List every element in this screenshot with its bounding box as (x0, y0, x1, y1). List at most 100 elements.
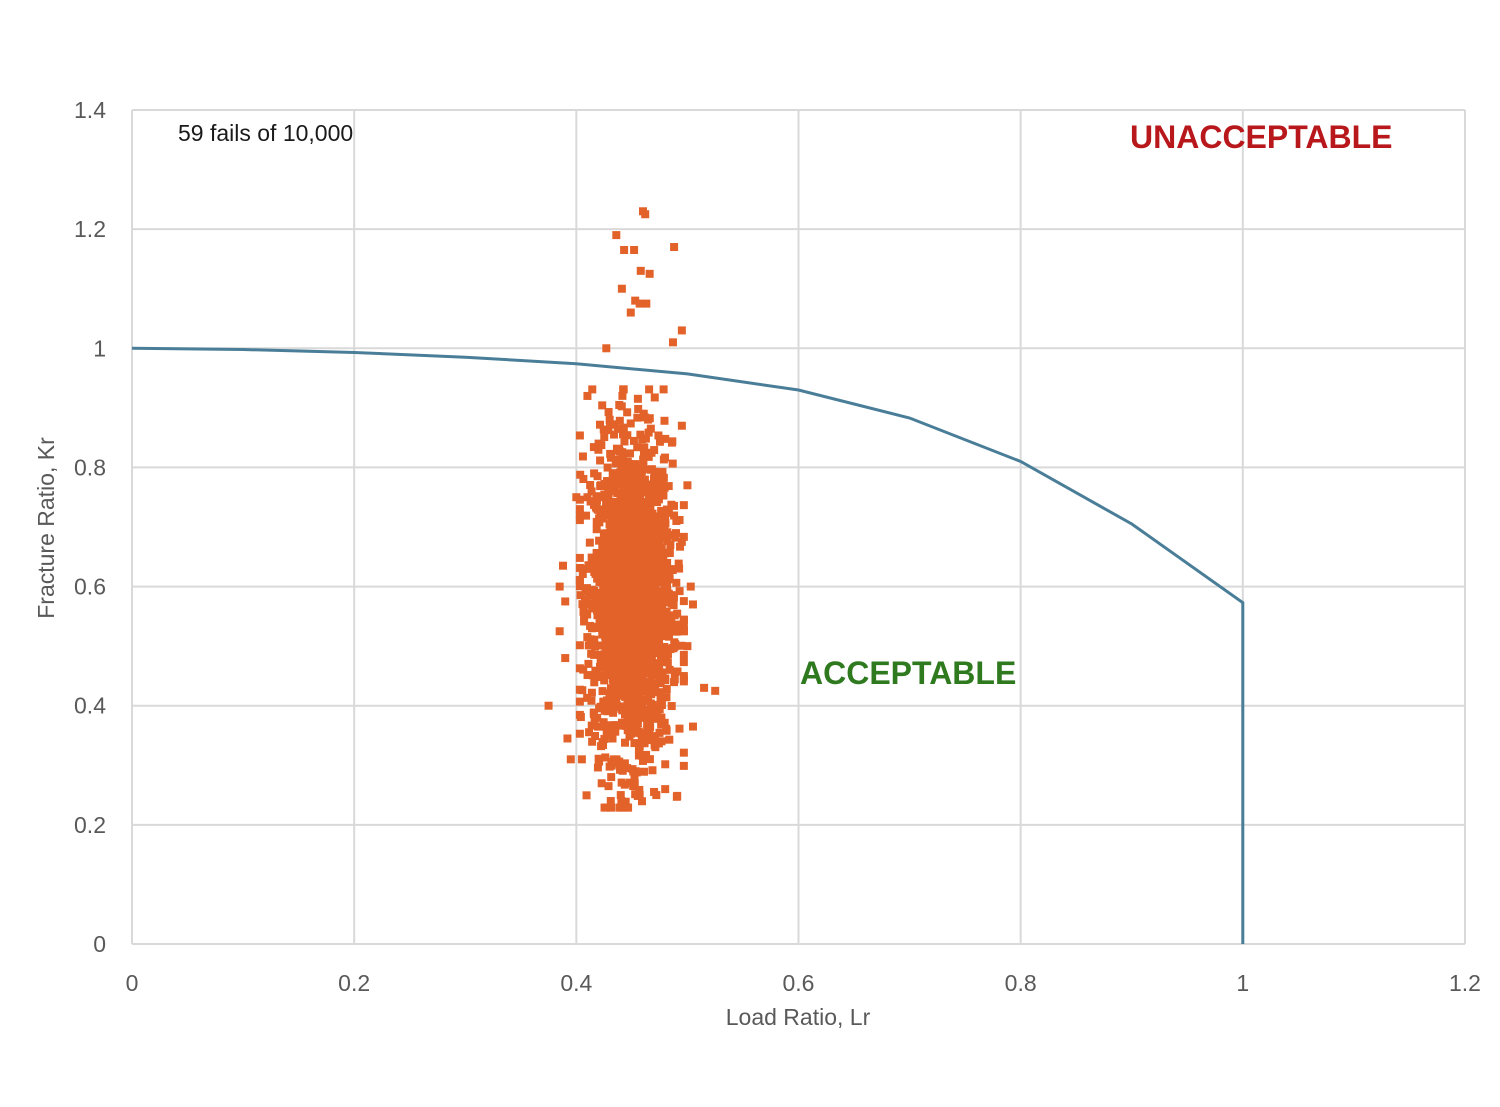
scatter-point (675, 516, 684, 525)
scatter-point (674, 620, 683, 629)
scatter-point (602, 549, 611, 558)
scatter-point (617, 284, 626, 293)
scatter-point (672, 627, 681, 636)
scatter-point (645, 588, 654, 597)
scatter-point (612, 513, 621, 522)
scatter-point (601, 753, 610, 762)
scatter-point (636, 700, 645, 709)
scatter-point (613, 424, 622, 433)
scatter-point (590, 635, 599, 644)
scatter-point (629, 620, 638, 629)
scatter-point (597, 650, 606, 659)
scatter-point (667, 438, 676, 447)
scatter-point (613, 613, 622, 622)
scatter-point (648, 514, 657, 523)
y-tick-label: 0.6 (74, 574, 106, 600)
scatter-point (632, 768, 641, 777)
scatter-point (579, 665, 588, 674)
scatter-point (656, 647, 665, 656)
scatter-point (671, 533, 680, 542)
scatter-point (647, 669, 656, 678)
scatter-point (589, 443, 598, 452)
scatter-point (636, 539, 645, 548)
scatter-point (665, 549, 674, 558)
scatter-point (600, 676, 609, 685)
scatter-point (643, 638, 652, 647)
scatter-point (606, 652, 615, 661)
scatter-point (633, 719, 642, 728)
scatter-point (629, 436, 638, 445)
scatter-point (598, 625, 607, 634)
scatter-point (598, 557, 607, 566)
fad-curve-layer (131, 346, 1245, 944)
scatter-point (640, 623, 649, 632)
scatter-point (602, 730, 611, 739)
scatter-point (660, 596, 669, 605)
scatter-point (611, 518, 620, 527)
scatter-point (595, 514, 604, 523)
scatter-point (612, 755, 621, 764)
scatter-point (635, 742, 644, 751)
scatter-point (620, 759, 629, 768)
scatter-point (670, 611, 679, 620)
scatter-point (599, 718, 608, 727)
scatter-point (630, 774, 639, 783)
scatter-point (641, 697, 650, 706)
scatter-point (643, 653, 652, 662)
scatter-point (643, 661, 652, 670)
scatter-point (665, 665, 674, 674)
scatter-point (628, 527, 637, 536)
scatter-point (633, 443, 642, 452)
scatter-point (579, 607, 588, 616)
scatter-point (595, 536, 604, 545)
scatter-point (636, 570, 645, 579)
scatter-point (679, 650, 688, 659)
scatter-point (633, 413, 642, 422)
scatter-point (688, 722, 697, 731)
scatter-point (675, 724, 684, 733)
scatter-point (595, 704, 604, 713)
scatter-point (634, 404, 643, 413)
scatter-point (623, 669, 632, 678)
scatter-point (649, 525, 658, 534)
scatter-point (610, 566, 619, 575)
scatter-point (612, 231, 621, 240)
scatter-point (639, 450, 648, 459)
scatter-point (595, 588, 604, 597)
scatter-point (618, 629, 627, 638)
scatter-point (600, 701, 609, 710)
scatter-point (609, 708, 618, 717)
scatter-point (583, 493, 592, 502)
unacceptable-label: UNACCEPTABLE (1130, 119, 1393, 155)
scatter-point (638, 577, 647, 586)
scatter-point (593, 611, 602, 620)
scatter-point (650, 741, 659, 750)
scatter-point (650, 648, 659, 657)
scatter-point (605, 559, 614, 568)
scatter-point (662, 505, 671, 514)
scatter-point (602, 582, 611, 591)
scatter-point (615, 476, 624, 485)
scatter-point (610, 681, 619, 690)
x-tick-label: 1.2 (1449, 970, 1481, 996)
scatter-point (660, 642, 669, 651)
scatter-point (679, 501, 688, 510)
scatter-point (626, 449, 635, 458)
scatter-point (640, 528, 649, 537)
scatter-point (640, 508, 649, 517)
scatter-point (606, 803, 615, 812)
scatter-point (633, 394, 642, 403)
scatter-point (566, 755, 575, 764)
scatter-point (679, 627, 688, 636)
scatter-point (605, 696, 614, 705)
scatter-point (626, 625, 635, 634)
scatter-point (618, 596, 627, 605)
scatter-point (677, 421, 686, 430)
scatter-point (648, 766, 657, 775)
scatter-point (662, 581, 671, 590)
scatter-point (608, 501, 617, 510)
scatter-point (602, 618, 611, 627)
scatter-point (561, 597, 570, 606)
scatter-point (639, 554, 648, 563)
scatter-point (555, 582, 564, 591)
